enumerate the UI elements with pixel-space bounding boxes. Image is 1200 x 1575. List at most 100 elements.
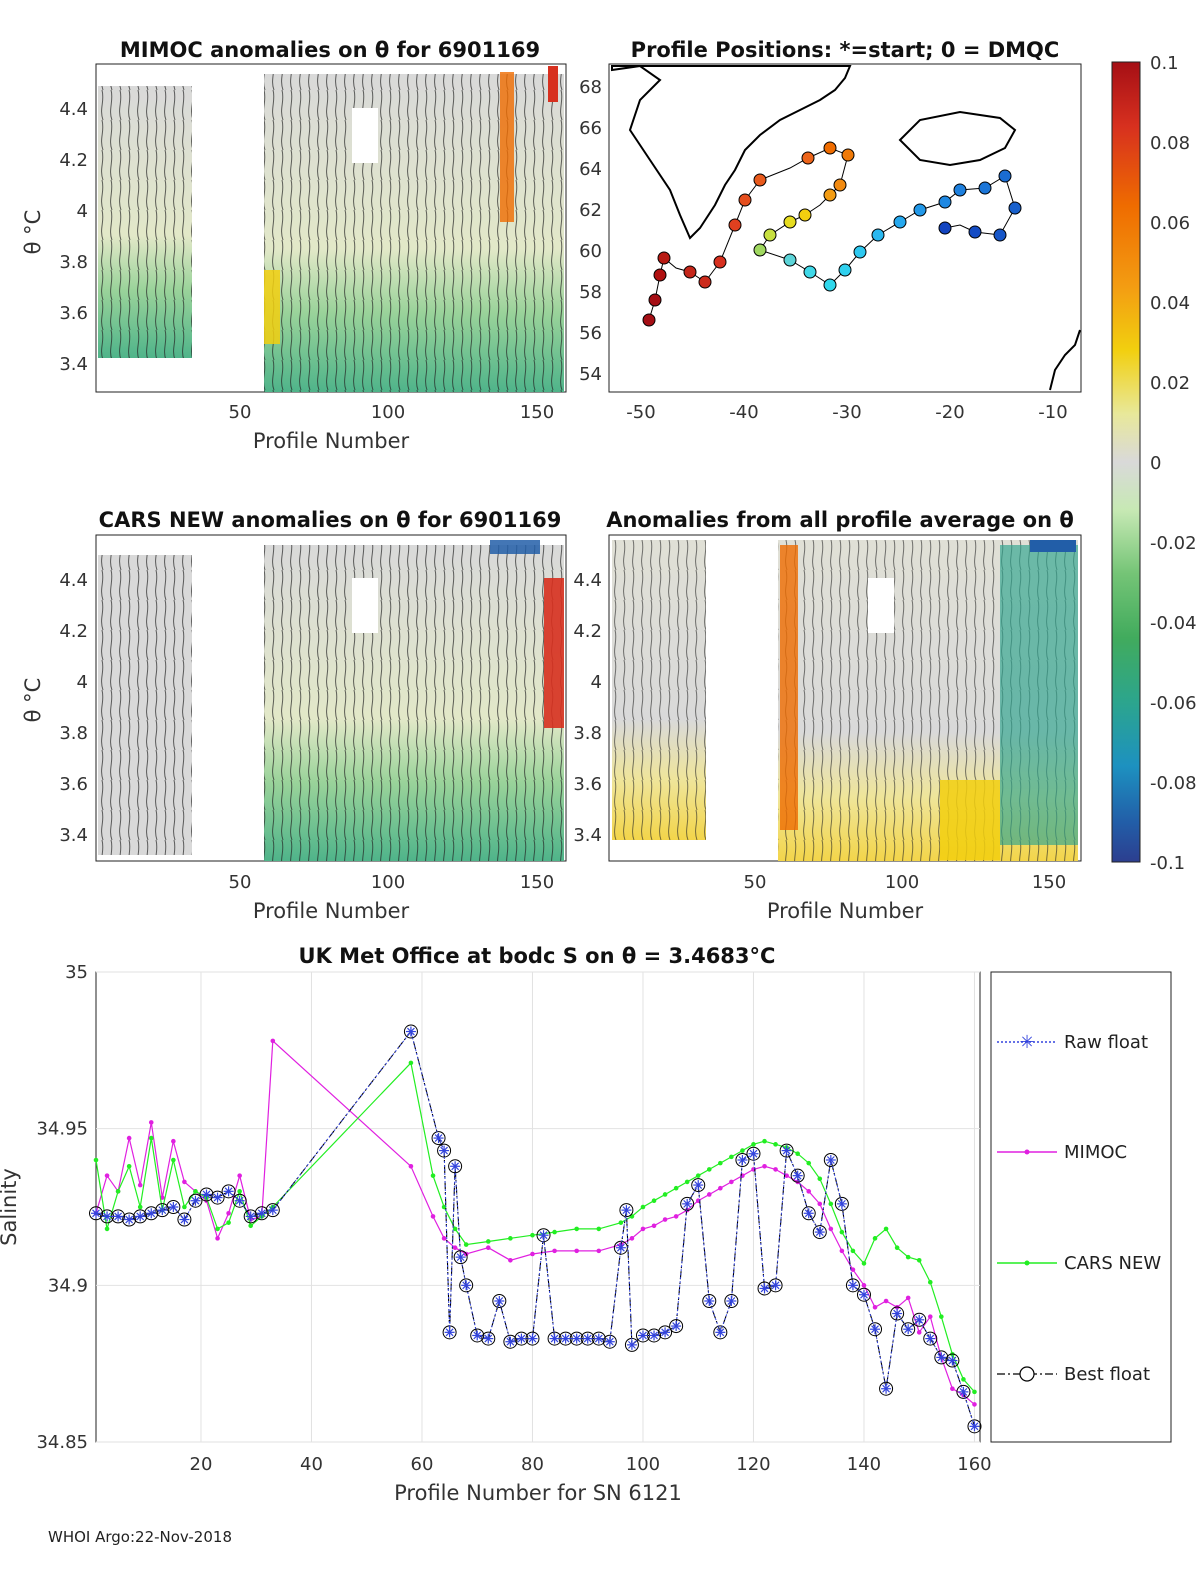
point-best-float	[199, 1187, 214, 1202]
point-mimoc	[126, 1135, 132, 1141]
footer-credit: WHOI Argo:22-Nov-2018	[48, 1528, 232, 1546]
mimoc-x-ticks: 50 100 150	[229, 402, 555, 423]
point-raw-float	[615, 1242, 626, 1253]
point-mimoc	[137, 1182, 143, 1188]
profile-marker	[738, 193, 752, 207]
salinity-y-ticks: 34.85 34.9 34.95 35	[36, 962, 88, 1453]
point-raw-float	[892, 1308, 903, 1319]
legend-cars-label: CARS NEW	[1064, 1253, 1161, 1274]
map-x-ticks: -50 -40 -30 -20 -10	[626, 402, 1067, 423]
point-cars-new	[972, 1389, 977, 1395]
cars-x-label: Profile Number	[253, 899, 410, 923]
point-best-float	[868, 1322, 883, 1337]
point-cars-new	[237, 1189, 242, 1194]
point-best-float	[834, 1196, 849, 1211]
y-tick: 3.8	[573, 723, 602, 744]
point-mimoc	[182, 1179, 187, 1185]
point-cars-new	[795, 1151, 800, 1157]
point-mimoc	[441, 1236, 447, 1241]
point-raw-float	[212, 1192, 223, 1203]
y-tick: 62	[579, 200, 602, 221]
x-tick: 100	[885, 872, 919, 893]
point-raw-float	[483, 1333, 494, 1344]
colorbar-tick: -0.08	[1150, 773, 1197, 794]
point-raw-float	[256, 1208, 267, 1219]
profile-marker	[642, 313, 656, 327]
point-best-float	[188, 1193, 203, 1208]
y-tick: 4.2	[573, 621, 602, 642]
point-mimoc	[872, 1304, 878, 1310]
x-tick: 160	[957, 1454, 991, 1475]
mimoc-warm-anomaly	[548, 66, 558, 102]
colorbar-tick: 0.04	[1150, 293, 1190, 314]
profile-marker	[853, 245, 867, 259]
profile-marker	[841, 148, 855, 162]
avg-gap	[868, 578, 894, 633]
legend-raw-label: Raw float	[1064, 1032, 1148, 1053]
point-mimoc	[706, 1192, 712, 1197]
x-tick: 140	[847, 1454, 881, 1475]
legend-box	[990, 971, 1172, 1443]
point-best-float	[879, 1381, 894, 1396]
colorbar-ticks: 0.1 0.08 0.06 0.04 0.02 0 -0.02 -0.04 -0…	[1150, 53, 1197, 874]
point-cars-new	[673, 1185, 679, 1191]
y-tick: 4	[77, 201, 88, 222]
point-raw-float	[737, 1155, 748, 1165]
point-cars-new	[115, 1189, 121, 1194]
point-best-float	[232, 1193, 247, 1208]
profile-marker	[753, 173, 767, 187]
point-cars-new	[729, 1154, 734, 1160]
y-tick: 4	[77, 672, 88, 693]
point-best-float	[503, 1334, 518, 1349]
colorbar-tick: -0.04	[1150, 613, 1197, 634]
point-best-float	[735, 1153, 750, 1167]
avg-x-label: Profile Number	[767, 899, 924, 923]
point-mimoc	[806, 1189, 812, 1194]
point-mimoc	[629, 1236, 635, 1241]
point-best-float	[967, 1419, 982, 1434]
point-cars-new	[226, 1220, 231, 1225]
y-tick: 64	[579, 159, 602, 180]
point-cars-new	[126, 1163, 132, 1169]
point-raw-float	[759, 1283, 770, 1294]
point-raw-float	[113, 1211, 124, 1222]
colorbar-gradient	[1111, 61, 1141, 863]
point-raw-float	[560, 1333, 571, 1344]
point-raw-float	[439, 1145, 450, 1156]
avg-warm-anomaly	[780, 545, 798, 830]
profile-marker	[783, 253, 797, 267]
point-best-float	[89, 1206, 103, 1221]
point-raw-float	[190, 1195, 201, 1206]
point-cars-new	[408, 1060, 414, 1066]
point-raw-float	[660, 1327, 671, 1338]
point-cars-new	[452, 1226, 458, 1232]
point-raw-float	[682, 1198, 693, 1209]
point-raw-float	[726, 1296, 737, 1306]
x-tick: -40	[729, 402, 758, 423]
y-tick: 3.6	[59, 774, 88, 795]
point-cars-new	[695, 1173, 701, 1178]
point-best-float	[536, 1228, 551, 1243]
profile-marker	[938, 195, 952, 209]
y-tick: 60	[579, 241, 602, 262]
point-best-float	[812, 1225, 827, 1240]
point-raw-float	[947, 1355, 958, 1366]
point-cars-new	[508, 1236, 513, 1241]
point-best-float	[481, 1331, 496, 1346]
colorbar-tick: 0	[1150, 453, 1161, 474]
y-tick: 35	[65, 962, 88, 983]
point-raw-float	[825, 1155, 836, 1165]
point-cars-new	[93, 1157, 99, 1163]
x-tick: 100	[371, 872, 405, 893]
point-raw-float	[969, 1421, 980, 1432]
point-mimoc	[430, 1214, 436, 1219]
point-best-float	[613, 1240, 628, 1255]
point-cars-new	[916, 1257, 922, 1263]
point-mimoc	[552, 1248, 557, 1254]
point-raw-float	[234, 1195, 245, 1206]
point-raw-float	[582, 1333, 593, 1344]
point-raw-float	[450, 1161, 461, 1172]
point-raw-float	[405, 1026, 416, 1037]
point-cars-new	[684, 1179, 690, 1185]
